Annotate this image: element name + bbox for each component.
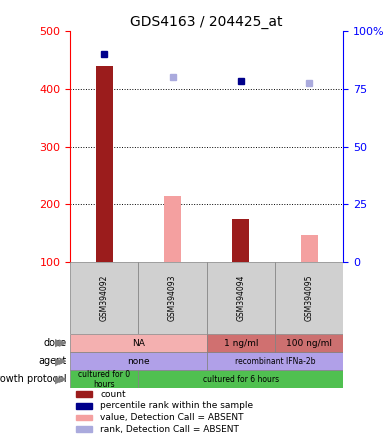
Text: GSM394092: GSM394092 (100, 275, 109, 321)
Text: value, Detection Call = ABSENT: value, Detection Call = ABSENT (100, 413, 244, 422)
Text: percentile rank within the sample: percentile rank within the sample (100, 401, 254, 410)
Text: count: count (100, 389, 126, 399)
Bar (76, 426, 92, 432)
FancyBboxPatch shape (138, 370, 343, 388)
Title: GDS4163 / 204425_at: GDS4163 / 204425_at (130, 15, 283, 29)
Text: GSM394094: GSM394094 (236, 275, 245, 321)
FancyBboxPatch shape (207, 352, 343, 370)
Bar (301, 235, 317, 262)
FancyBboxPatch shape (70, 370, 138, 388)
FancyBboxPatch shape (138, 262, 207, 334)
Text: GSM394093: GSM394093 (168, 275, 177, 321)
FancyBboxPatch shape (70, 352, 207, 370)
Text: ▶: ▶ (55, 374, 63, 384)
Text: cultured for 6 hours: cultured for 6 hours (203, 375, 279, 384)
Bar (232, 218, 249, 262)
Text: ▶: ▶ (55, 356, 63, 366)
Bar (164, 195, 181, 262)
Text: rank, Detection Call = ABSENT: rank, Detection Call = ABSENT (100, 425, 239, 434)
Bar (76, 403, 92, 408)
Text: none: none (127, 357, 150, 366)
FancyBboxPatch shape (275, 262, 343, 334)
FancyBboxPatch shape (207, 334, 275, 352)
Bar (76, 415, 92, 420)
Text: 100 ng/ml: 100 ng/ml (286, 339, 332, 348)
Text: ▶: ▶ (55, 338, 63, 348)
FancyBboxPatch shape (207, 262, 275, 334)
Text: 1 ng/ml: 1 ng/ml (223, 339, 258, 348)
FancyBboxPatch shape (70, 334, 207, 352)
FancyBboxPatch shape (275, 334, 343, 352)
Text: cultured for 0
hours: cultured for 0 hours (78, 369, 130, 389)
Text: recombinant IFNa-2b: recombinant IFNa-2b (235, 357, 315, 366)
Text: GSM394095: GSM394095 (305, 275, 314, 321)
Bar (76, 391, 92, 397)
Text: agent: agent (39, 356, 67, 366)
Text: growth protocol: growth protocol (0, 374, 67, 384)
FancyBboxPatch shape (70, 262, 138, 334)
Text: NA: NA (132, 339, 145, 348)
Text: dose: dose (44, 338, 67, 348)
Bar (96, 66, 113, 262)
